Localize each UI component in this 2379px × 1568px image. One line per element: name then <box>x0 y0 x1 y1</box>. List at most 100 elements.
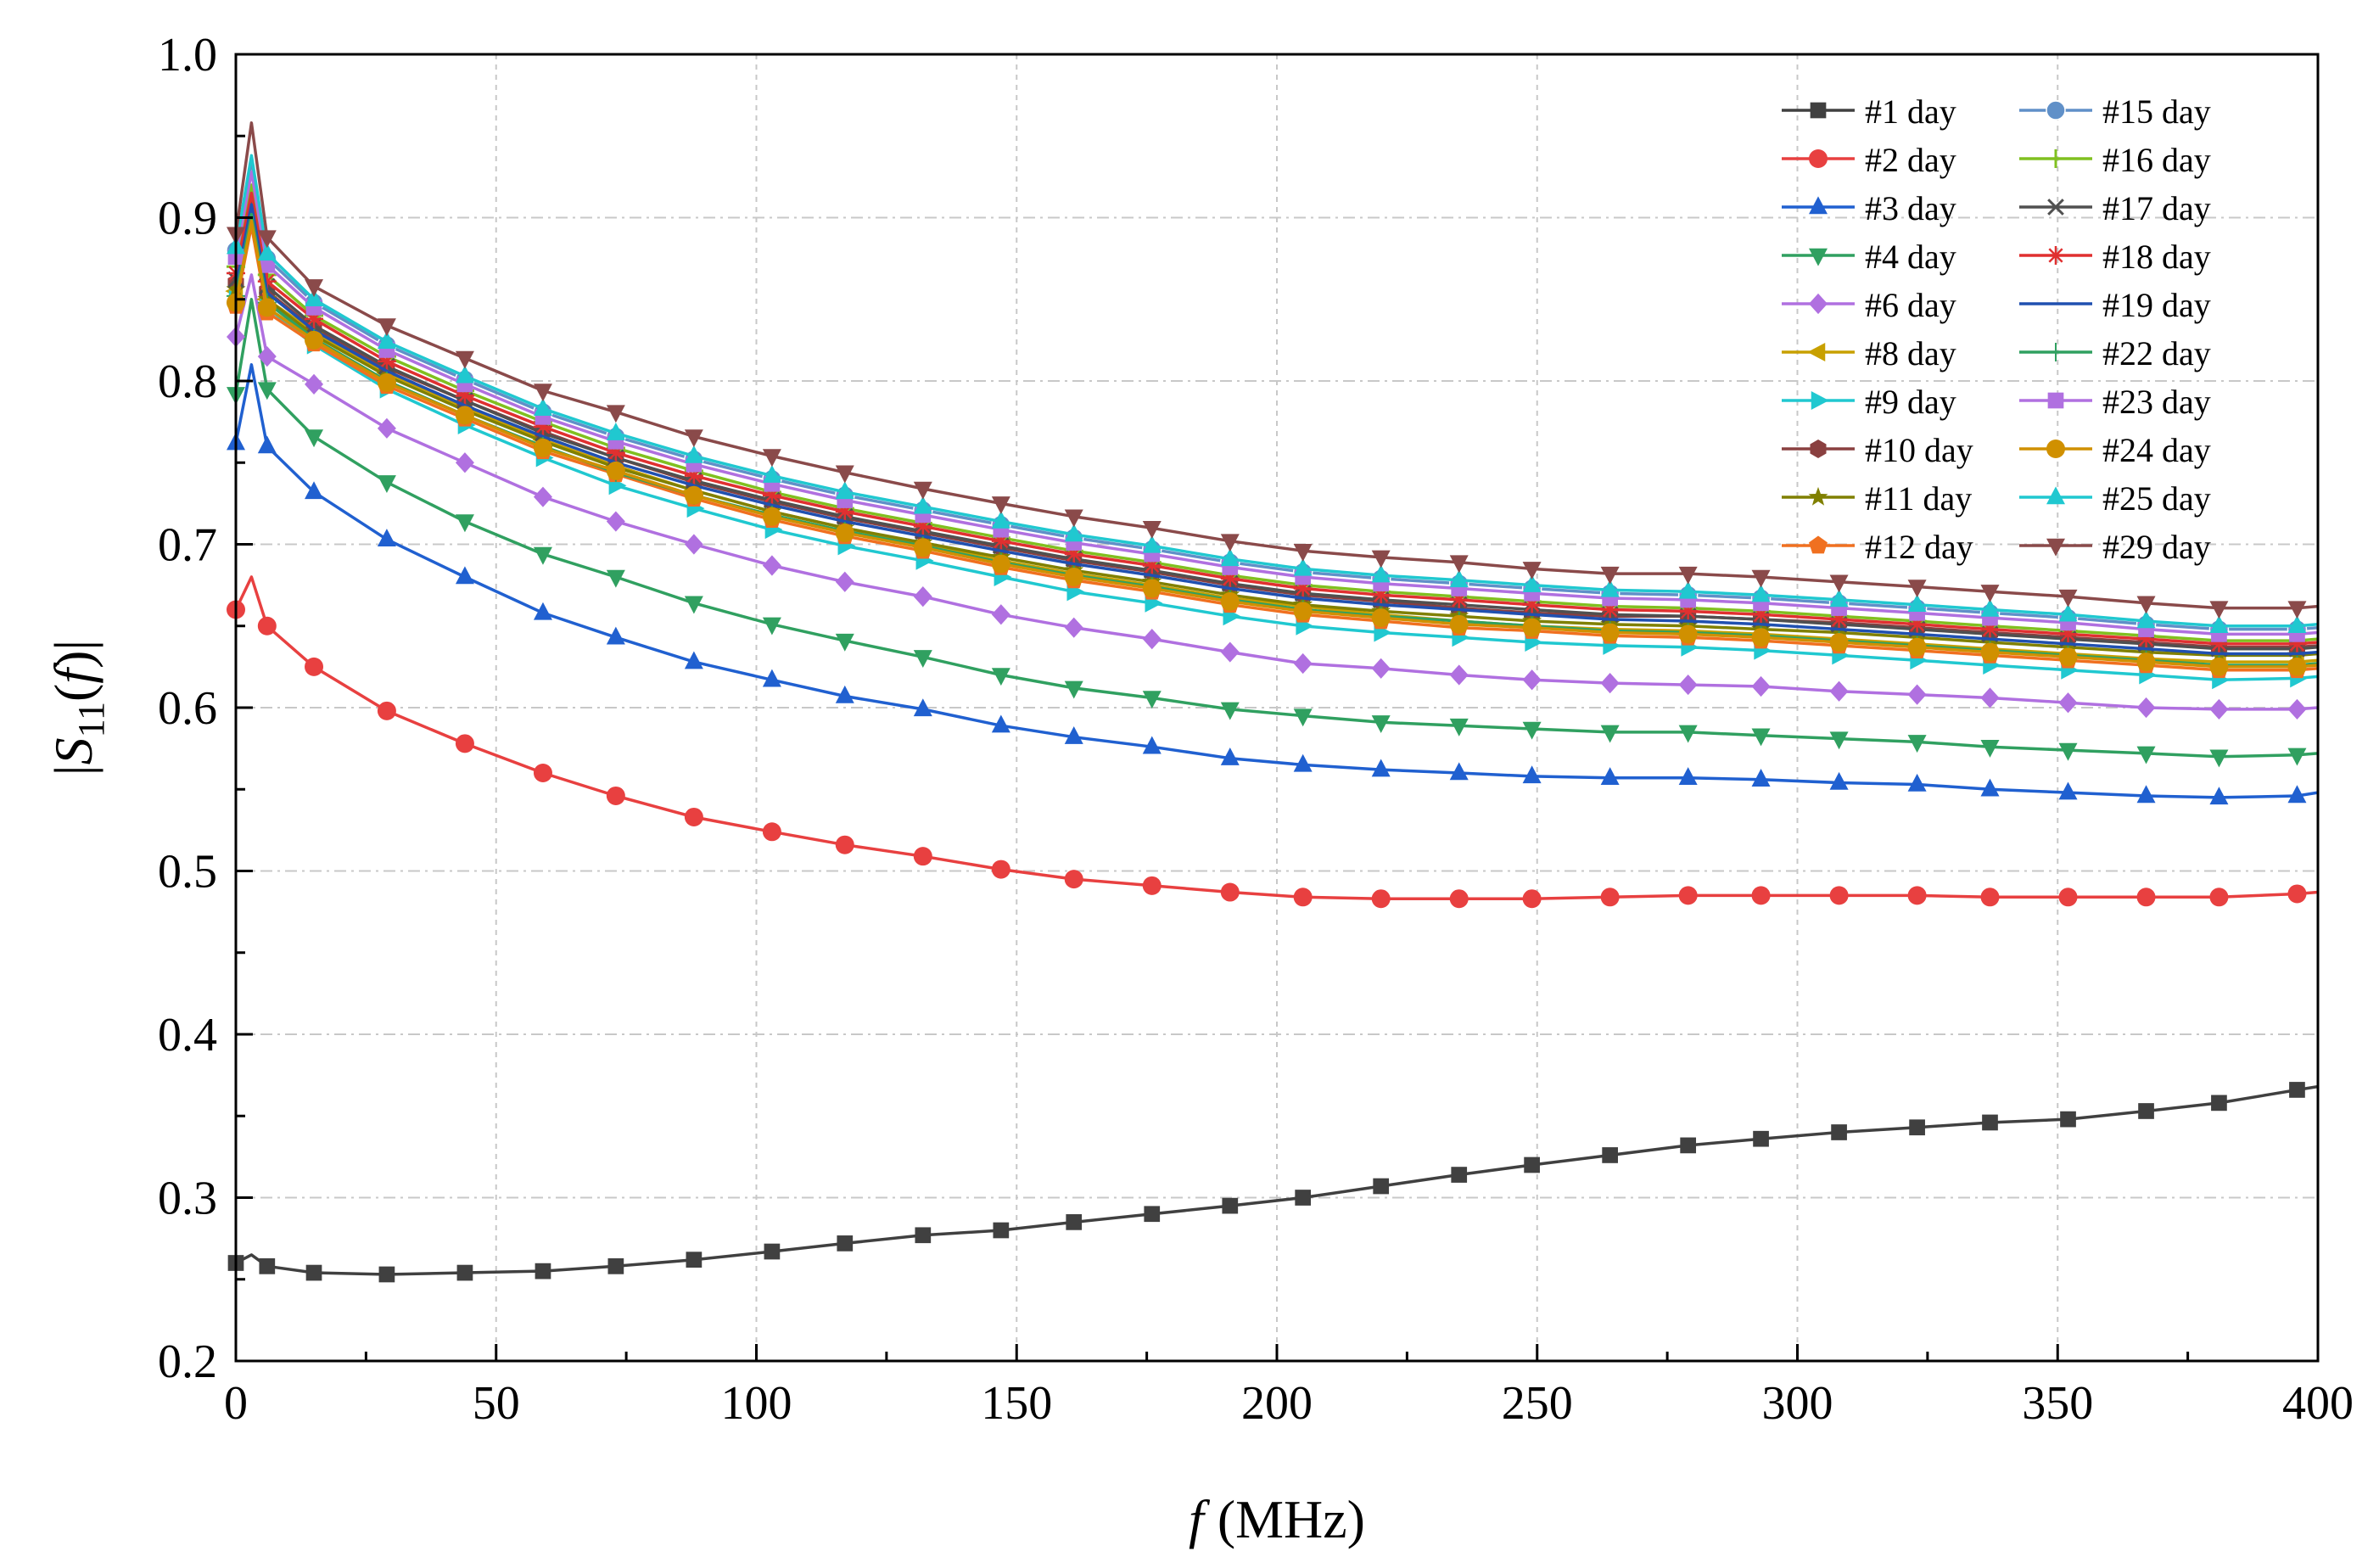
legend-entry: #17 day <box>2019 189 2211 227</box>
data-point-marker <box>259 1258 276 1274</box>
data-point-marker <box>1907 735 1927 753</box>
data-point-marker <box>533 417 552 436</box>
legend-entry: #16 day <box>2019 141 2211 179</box>
data-point-marker <box>684 485 703 505</box>
data-point-marker <box>1064 726 1083 744</box>
data-point-marker <box>2209 749 2229 768</box>
data-point-marker <box>1371 715 1391 733</box>
legend-label: #2 day <box>1865 141 1956 179</box>
data-point-marker <box>1371 608 1391 628</box>
legend-label: #29 day <box>2102 528 2211 566</box>
data-point-marker <box>1980 687 2000 708</box>
data-point-marker <box>1293 708 1313 727</box>
data-point-marker <box>1293 753 1313 772</box>
data-point-marker <box>2287 601 2307 619</box>
data-point-marker <box>1751 605 1771 624</box>
data-point-marker <box>1980 739 2000 758</box>
data-point-marker <box>762 449 781 468</box>
data-point-marker <box>991 554 1010 574</box>
data-point-marker <box>1600 888 1620 907</box>
data-point-marker <box>684 596 703 614</box>
data-point-marker <box>455 734 474 753</box>
data-point-marker <box>1371 889 1391 909</box>
data-point-marker <box>257 272 277 291</box>
data-point-marker <box>1809 293 1828 315</box>
data-point-marker <box>1600 767 1620 786</box>
data-point-marker <box>1449 718 1469 736</box>
data-point-marker <box>257 243 277 261</box>
data-point-marker <box>1522 721 1542 740</box>
data-point-marker <box>1142 535 1162 553</box>
data-point-marker <box>762 617 781 636</box>
data-point-marker <box>2046 440 2065 458</box>
legend-entry: #23 day <box>2019 383 2211 421</box>
data-point-marker <box>533 438 552 457</box>
data-point-marker <box>1522 765 1542 784</box>
data-point-marker <box>2209 634 2229 653</box>
data-point-marker <box>1907 594 1927 612</box>
data-point-marker <box>455 566 474 585</box>
data-point-marker <box>1980 619 2000 639</box>
data-point-marker <box>1907 637 1927 657</box>
data-point-marker <box>1371 658 1391 679</box>
data-point-marker <box>1142 876 1162 895</box>
data-point-marker <box>1982 1114 1998 1131</box>
data-point-marker <box>377 372 396 392</box>
data-point-marker <box>1522 574 1542 592</box>
data-point-marker <box>1449 762 1469 781</box>
y-tick-label: 0.5 <box>158 846 217 899</box>
data-point-marker <box>1600 579 1620 597</box>
y-axis-label-sub: 11 <box>70 702 112 737</box>
legend-entry: #6 day <box>1782 286 1956 324</box>
data-point-marker <box>1751 769 1771 787</box>
data-point-marker <box>2136 746 2156 764</box>
data-point-marker <box>913 538 932 557</box>
data-point-marker <box>1295 1190 1312 1206</box>
data-point-marker <box>837 1235 854 1252</box>
data-point-marker <box>1142 629 1162 650</box>
data-point-marker <box>1829 610 1849 630</box>
y-tick-label: 0.9 <box>158 193 217 245</box>
data-point-marker <box>686 1252 703 1268</box>
series-markers <box>227 293 2307 676</box>
data-point-marker <box>2136 596 2156 614</box>
x-tick-label: 350 <box>2022 1377 2093 1430</box>
data-point-marker <box>1751 675 1771 697</box>
legend-entry: #10 day <box>1782 431 1973 469</box>
y-label-paren-open: ( <box>43 684 104 702</box>
data-point-marker <box>1980 642 2000 662</box>
data-point-marker <box>2209 888 2229 907</box>
data-point-marker <box>259 256 276 273</box>
data-point-marker <box>835 571 854 592</box>
data-point-marker <box>455 386 474 406</box>
data-point-marker <box>2136 888 2156 907</box>
data-point-marker <box>455 406 474 425</box>
data-point-marker <box>684 651 703 669</box>
data-point-marker <box>1907 684 1927 705</box>
data-point-marker <box>377 331 396 350</box>
data-point-marker <box>377 701 396 720</box>
legend-entry: #18 day <box>2019 238 2211 276</box>
data-point-marker <box>377 475 396 493</box>
data-point-marker <box>2047 392 2064 409</box>
axis-labels: f (MHz) |S11(f)| <box>43 640 1365 1549</box>
data-point-marker <box>607 1258 624 1274</box>
data-point-marker <box>1449 590 1469 609</box>
data-point-marker <box>913 481 932 500</box>
legend-entry: #12 day <box>1782 528 1973 566</box>
data-point-marker <box>606 569 625 588</box>
legend-label: #15 day <box>2102 92 2211 131</box>
series-markers <box>227 236 2307 633</box>
data-point-marker <box>1751 886 1771 905</box>
data-point-marker <box>1809 535 1828 554</box>
data-point-marker <box>1751 569 1771 588</box>
y-tick-label: 0.2 <box>158 1336 217 1388</box>
data-point-marker <box>913 586 932 608</box>
data-point-marker <box>1144 1206 1161 1223</box>
data-point-marker <box>257 382 277 400</box>
data-point-marker <box>606 443 625 462</box>
data-point-marker <box>1807 343 1826 361</box>
grid-lines <box>236 54 2318 1361</box>
data-point-marker <box>1980 598 2000 617</box>
data-point-marker <box>533 764 552 782</box>
